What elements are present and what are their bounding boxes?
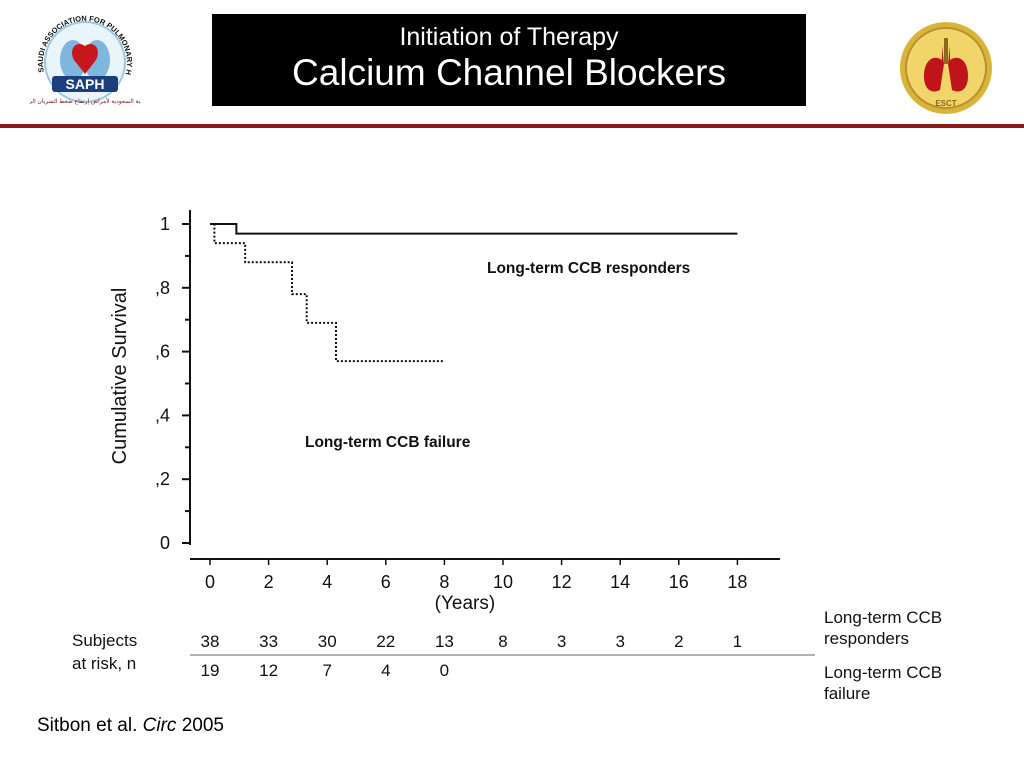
citation-year: 2005: [181, 715, 224, 736]
y-tick-label: ,6: [155, 342, 170, 362]
x-tick-label: 10: [493, 572, 513, 592]
x-tick-label: 4: [322, 572, 332, 592]
risk-value-responders: 30: [318, 632, 337, 651]
header-divider: [0, 124, 1024, 128]
risk-value-responders: 3: [557, 632, 566, 651]
risk-value-failure: 19: [201, 661, 220, 680]
y-tick-label: ,4: [155, 405, 170, 425]
risk-value-failure: 12: [259, 661, 278, 680]
citation-authors: Sitbon et al.: [37, 715, 138, 736]
x-axis-title: (Years): [435, 593, 496, 614]
esct-logo-text: ESCT: [935, 99, 956, 108]
series-label-responders: Long-term CCB responders: [487, 260, 690, 277]
y-tick-label: ,8: [155, 278, 170, 298]
x-tick-label: 8: [439, 572, 449, 592]
risk-value-responders: 38: [201, 632, 220, 651]
risk-table-title-line2: at risk, n: [72, 654, 136, 673]
risk-value-responders: 3: [615, 632, 624, 651]
risk-value-failure: 4: [381, 661, 390, 680]
citation-journal: Circ: [142, 715, 177, 736]
risk-value-responders: 22: [376, 632, 395, 651]
saph-arabic-text: جمعية السعودية لأمراض إرتفاع ضغط الشريان…: [30, 96, 140, 105]
risk-value-responders: 33: [259, 632, 278, 651]
risk-value-failure: 7: [322, 661, 331, 680]
x-tick-label: 16: [669, 572, 689, 592]
series-line-responders: [210, 223, 738, 235]
risk-row-label-responders-line1: Long-term CCB: [824, 608, 942, 627]
y-tick-label: ,2: [155, 469, 170, 489]
x-tick-label: 18: [727, 572, 747, 592]
slide-subtitle: Initiation of Therapy: [399, 23, 619, 51]
y-tick-label: 1: [160, 214, 170, 234]
x-tick-label: 6: [381, 572, 391, 592]
risk-row-label-responders-line2: responders: [824, 629, 909, 648]
slide-title-box: Initiation of Therapy Calcium Channel Bl…: [212, 14, 806, 106]
risk-value-responders: 2: [674, 632, 683, 651]
series-label-failure: Long-term CCB failure: [305, 434, 471, 451]
risk-row-label-failure-line1: Long-term CCB: [824, 663, 942, 682]
x-tick-label: 14: [610, 572, 630, 592]
risk-value-failure: 0: [440, 661, 449, 680]
risk-value-responders: 8: [498, 632, 507, 651]
slide-title: Calcium Channel Blockers: [292, 52, 726, 93]
risk-value-responders: 13: [435, 632, 454, 651]
survival-chart: 0,2,4,6,810 2 4 6 8 10 12 14 16 18 Cumulative Sur…: [72, 210, 942, 703]
risk-row-label-failure-line2: failure: [824, 684, 870, 703]
risk-table-title-line1: Subjects: [72, 631, 137, 650]
series-line-failure: [210, 223, 445, 363]
saph-logo-text: SAPH: [66, 76, 105, 92]
x-tick-label: 12: [552, 572, 572, 592]
risk-value-responders: 1: [733, 632, 742, 651]
saph-logo: SAUDI ASSOCIATION FOR PULMONARY HYPERTEN…: [19, 3, 150, 110]
esct-logo: ESCT: [898, 20, 994, 116]
x-tick-label: 2: [264, 572, 274, 592]
y-tick-label: 0: [160, 533, 170, 553]
citation: Sitbon et al. Circ 2005: [37, 715, 224, 737]
x-tick-label: 0: [205, 572, 215, 592]
y-axis-title: Cumulative Survival: [109, 288, 131, 465]
